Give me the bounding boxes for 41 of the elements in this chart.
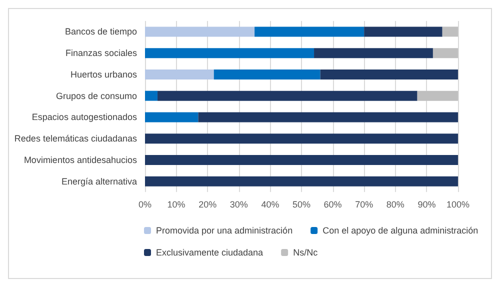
bar: [145, 112, 198, 122]
legend-label: Exclusivamente ciudadana: [156, 248, 264, 258]
x-tick-label: 100%: [446, 200, 470, 210]
x-tick-label: 0%: [138, 200, 152, 210]
bar: [214, 69, 320, 80]
x-tick-label: 40%: [261, 200, 280, 210]
y-tick-label: Redes telemáticas ciudadanas: [14, 134, 138, 144]
y-tick-label: Espacios autogestionados: [32, 112, 138, 122]
y-tick-label: Energía alternativa: [61, 176, 137, 186]
y-tick-label: Bancos de tiempo: [64, 26, 137, 37]
bar: [432, 48, 458, 58]
bar: [145, 26, 255, 37]
x-tick-label: 10%: [167, 200, 186, 210]
y-tick-label: Finanzas sociales: [65, 48, 138, 58]
legend-label: Con el apoyo de alguna administración: [322, 226, 478, 236]
legend-label: Ns/Nc: [293, 248, 318, 258]
bar: [145, 69, 214, 80]
x-tick-label: 90%: [418, 200, 436, 210]
bar: [145, 90, 158, 101]
x-tick-label: 80%: [386, 200, 404, 210]
bar: [320, 69, 458, 80]
bar: [145, 48, 314, 58]
y-tick-label: Huertos urbanos: [70, 69, 138, 80]
bar: [145, 176, 458, 186]
bar: [145, 154, 458, 165]
bar: [364, 26, 442, 37]
bar: [314, 48, 433, 58]
x-tick-label: 20%: [198, 200, 217, 210]
bar: [145, 134, 458, 144]
bar: [417, 90, 458, 101]
y-tick-label: Movimientos antidesahucios: [24, 154, 138, 165]
x-tick-label: 50%: [292, 200, 311, 210]
x-tick-label: 60%: [324, 200, 342, 210]
legend-label: Promovida por una administración: [156, 226, 293, 236]
bar: [158, 90, 418, 101]
bar: [442, 26, 458, 37]
x-tick-label: 30%: [230, 200, 248, 210]
x-tick-label: 70%: [355, 200, 374, 210]
y-tick-label: Grupos de consumo: [56, 90, 137, 101]
bar: [254, 26, 364, 37]
bar: [198, 112, 458, 122]
